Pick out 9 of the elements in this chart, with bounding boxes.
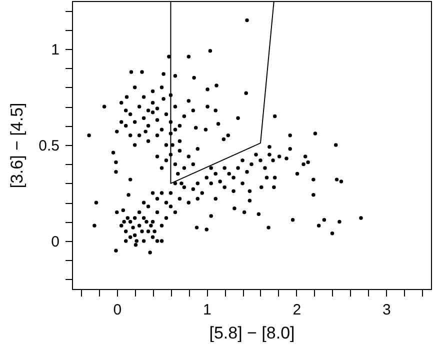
y-tick-label: 0 <box>51 234 60 250</box>
x-axis-title: [5.8] − [8.0] <box>209 324 295 342</box>
y-tick-label: 1 <box>51 42 60 58</box>
x-tick-label: 1 <box>202 302 212 318</box>
y-tick-label: 0.5 <box>38 138 60 154</box>
y-axis-title: [3.6] − [4.5] <box>8 102 27 188</box>
x-tick-label: 2 <box>292 302 302 318</box>
x-tick-label: 0 <box>113 302 122 318</box>
x-tick-label: 3 <box>382 302 391 318</box>
